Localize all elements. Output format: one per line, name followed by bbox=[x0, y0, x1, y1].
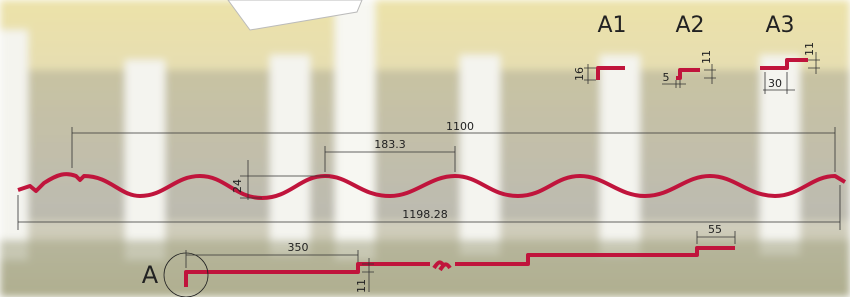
dimension-label: 24 bbox=[231, 179, 244, 193]
page: A1 A2 A3 16 5 11 30 11 1100 183.3 24 119… bbox=[0, 0, 850, 297]
background-photo bbox=[0, 0, 850, 297]
dimension-label: 1198.28 bbox=[402, 208, 448, 221]
dimension-label: 30 bbox=[768, 77, 782, 90]
dimension-label: 1100 bbox=[446, 120, 474, 133]
dimension-label: 5 bbox=[663, 71, 670, 84]
dimension-label: 11 bbox=[355, 279, 368, 293]
dimension-label: 350 bbox=[288, 241, 309, 254]
detail-label: A2 bbox=[675, 13, 704, 38]
dimension-label: 183.3 bbox=[374, 138, 406, 151]
drawing: A1 A2 A3 16 5 11 30 11 1100 183.3 24 119… bbox=[0, 0, 850, 297]
dimension-label: 11 bbox=[700, 50, 713, 64]
detail-label: A3 bbox=[765, 13, 794, 38]
dimension-label: 11 bbox=[803, 42, 816, 56]
detail-label: A1 bbox=[597, 13, 626, 38]
dimension-label: 16 bbox=[573, 67, 586, 81]
detail-label: A bbox=[142, 261, 159, 289]
dimension-label: 55 bbox=[708, 223, 722, 236]
